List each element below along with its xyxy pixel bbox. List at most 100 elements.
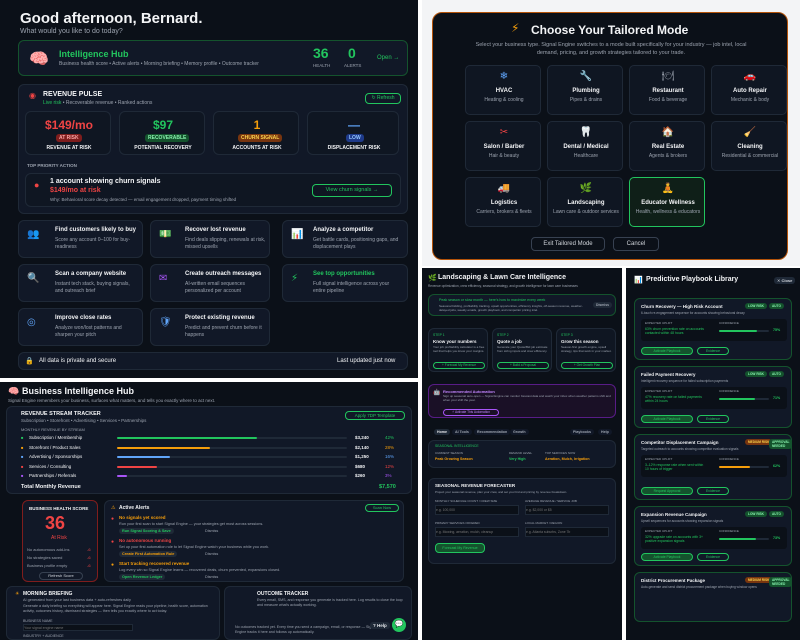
landscaping-icon: 🌿 <box>579 183 593 194</box>
confidence-label: CONFIDENCE <box>719 321 739 325</box>
revenue-bar <box>117 475 347 477</box>
hub-title: Intelligence Hub <box>59 49 129 59</box>
confidence-pct: 71% <box>773 396 781 400</box>
hvac-icon: ❄ <box>499 71 509 82</box>
confidence-label: CONFIDENCE <box>719 529 739 533</box>
close-button[interactable]: ✕ Close <box>774 277 796 284</box>
action-recover-revenue[interactable]: 💵 Recover lost revenue Find deals slipping… <box>150 220 270 258</box>
tab-growth[interactable]: Growth <box>510 429 529 435</box>
evidence-button[interactable]: Evidence <box>697 415 729 423</box>
mode-option-dental-medical[interactable]: 🦷 Dental / Medical Healthcare <box>547 121 623 171</box>
help-button[interactable]: ? Help <box>370 622 390 629</box>
revenue-tracker-card: REVENUE STREAM TRACKER Subscription • St… <box>6 406 412 494</box>
cleaning-icon: 🧹 <box>743 127 757 138</box>
revenue-forecaster: SEASONAL REVENUE FORECASTER Project your… <box>428 478 616 564</box>
revenue-bar-fill <box>117 456 171 458</box>
action-analyze-competitor[interactable]: 📊 Analyze a competitor Get battle cards, p… <box>282 220 408 258</box>
schedule-count-input[interactable] <box>435 505 519 515</box>
tab-home[interactable]: Home <box>434 429 450 435</box>
dismiss-button[interactable]: Dismiss <box>593 302 613 308</box>
stream-dot: ■ <box>21 473 24 478</box>
real-estate-icon: 🏠 <box>661 127 675 138</box>
growth-plan-button[interactable]: + Get Growth Plan <box>561 362 613 369</box>
business-name-input[interactable] <box>23 624 133 631</box>
pulse-title: REVENUE PULSE <box>43 91 103 98</box>
mode-modal: ⚡ Choose Your Tailored Mode Select your … <box>432 12 788 260</box>
playbook-tag: MEDIUM RISK <box>745 577 773 583</box>
uplift-value: 63% churn prevention rate on accounts co… <box>645 327 704 335</box>
mode-option-plumbing[interactable]: 🔧 Plumbing Pipes & drains <box>547 65 623 115</box>
avg-revenue-input[interactable] <box>525 505 609 515</box>
activate-playbook-button[interactable]: Activate Playbook <box>641 553 693 561</box>
evidence-button[interactable]: Evidence <box>697 487 729 495</box>
playbook-desc: Upsell sequences for accounts showing ex… <box>641 519 724 523</box>
notice-banner: Peak season or slow month — here's how t… <box>428 294 616 316</box>
help-button[interactable]: Help <box>598 429 612 435</box>
playbook-title: Predictive Playbook Library <box>646 276 739 283</box>
leaf-icon: 🌿 <box>428 275 437 282</box>
bih-subtitle: Signal Engine remembers your business, s… <box>8 398 216 403</box>
action-top-opportunities[interactable]: ⚡ See top opportunities Full signal intell… <box>282 264 408 302</box>
action-find-customers[interactable]: 👥 Find customers likely to buy Score any a… <box>18 220 143 258</box>
services-input[interactable] <box>435 527 519 537</box>
mode-option-restaurant[interactable]: 🍽 Restaurant Food & beverage <box>629 65 705 115</box>
build-proposal-button[interactable]: + Build a Proposal <box>497 362 549 369</box>
activate-playbook-button[interactable]: Activate Playbook <box>641 347 693 355</box>
confidence-pct: 75% <box>773 328 781 332</box>
mode-title: Choose Your Tailored Mode <box>531 23 689 37</box>
mode-option-landscaping[interactable]: 🌿 Landscaping Lawn care & outdoor services <box>547 177 623 227</box>
apply-template-button[interactable]: Apply 7DP Template <box>345 411 405 420</box>
view-churn-signals-button[interactable]: View churn signals → <box>312 184 392 197</box>
activate-playbook-button[interactable]: Request Approval <box>641 487 693 495</box>
active-alerts-card: ⚠ Active Alerts Scan Now ● No signals ye… <box>104 500 404 582</box>
seasonal-intel: SEASONAL INTELLIGENCE CURRENT SEASON Pea… <box>428 440 616 468</box>
chat-bubble-icon[interactable]: 💬 <box>392 618 406 632</box>
mode-option-auto-repair[interactable]: 🚗 Auto Repair Mechanic & body <box>711 65 787 115</box>
uplift-box <box>641 387 787 409</box>
tab-recommendation[interactable]: Recommendation <box>474 429 511 435</box>
activate-automation-button[interactable]: ⚡ Activate This Automation <box>443 409 499 416</box>
logistics-icon: 🚚 <box>497 183 511 194</box>
refresh-button[interactable]: ↻ Refresh <box>365 93 401 104</box>
playbooks-button[interactable]: Playbooks <box>570 429 594 435</box>
region-input[interactable] <box>525 527 609 537</box>
evidence-button[interactable]: Evidence <box>697 347 729 355</box>
evidence-button[interactable]: Evidence <box>697 553 729 561</box>
mode-option-real-estate[interactable]: 🏠 Real Estate Agents & brokers <box>629 121 705 171</box>
mode-option-cleaning[interactable]: 🧹 Cleaning Residential & commercial <box>711 121 787 171</box>
mode-option-logistics[interactable]: 🚚 Logistics Carriers, brokers & fleets <box>465 177 541 227</box>
uplift-value: 3–12% response rate when sent within 10 … <box>645 463 704 471</box>
action-protect-revenue[interactable]: 🛡 Protect existing revenue Predict and pre… <box>150 308 270 346</box>
tab-ai-tools[interactable]: AI Tools <box>452 429 472 435</box>
action-improve-close-rates[interactable]: ◎ Improve close rates Analyze won/lost pat… <box>18 308 143 346</box>
stream-dot: ■ <box>21 463 24 469</box>
stream-dot: ■ <box>21 454 24 459</box>
bih-panel: 🧠 Business Intelligence Hub Signal Engin… <box>0 382 418 640</box>
intelligence-hub-card[interactable]: 🧠 Intelligence Hub Business health score… <box>18 40 408 76</box>
action-create-outreach[interactable]: ✉ Create outreach messages AI-written emai… <box>150 264 270 302</box>
mode-option-educator-wellness[interactable]: 🧘 Educator Wellness Health, wellness & edu… <box>629 177 705 227</box>
action-scan-website[interactable]: 🔍 Scan a company website Instant tech stac… <box>18 264 143 302</box>
mode-option-salon-barber[interactable]: ✂ Salon / Barber Hair & beauty <box>465 121 541 171</box>
activate-playbook-button[interactable]: Activate Playbook <box>641 415 693 423</box>
forecast-my-revenue-button[interactable]: Forecast My Revenue <box>435 543 485 553</box>
robot-icon: 🤖 <box>433 390 441 396</box>
hub-open-link[interactable]: Open → <box>377 55 400 61</box>
pulse-subtitle: Live risk • Recoverable revenue • Ranked… <box>43 100 153 106</box>
forecast-revenue-button[interactable]: + Forecast My Revenue <box>433 362 485 369</box>
exit-tailored-mode-button[interactable]: Exit Tailored Mode <box>531 237 605 251</box>
scan-now-button[interactable]: Scan Now <box>365 504 399 512</box>
revenue-bar-fill <box>117 465 157 468</box>
lock-icon: 🔒 <box>25 358 34 365</box>
refresh-score-button[interactable]: Refresh Score <box>39 572 83 580</box>
playbook-title: Expansion Revenue Campaign <box>641 512 707 517</box>
mode-panel: ⚡ Choose Your Tailored Mode Select your … <box>422 0 800 266</box>
plumbing-icon: 🔧 <box>579 71 593 82</box>
target-icon: ◎ <box>27 317 36 328</box>
confidence-pct: 73% <box>773 536 781 540</box>
people-icon: 👥 <box>27 229 40 240</box>
mode-option-hvac[interactable]: ❄ HVAC Heating & cooling <box>465 65 541 115</box>
cancel-button[interactable]: Cancel <box>613 237 659 251</box>
pulse-icon: ◉ <box>29 91 36 100</box>
revenue-bar <box>117 437 347 439</box>
